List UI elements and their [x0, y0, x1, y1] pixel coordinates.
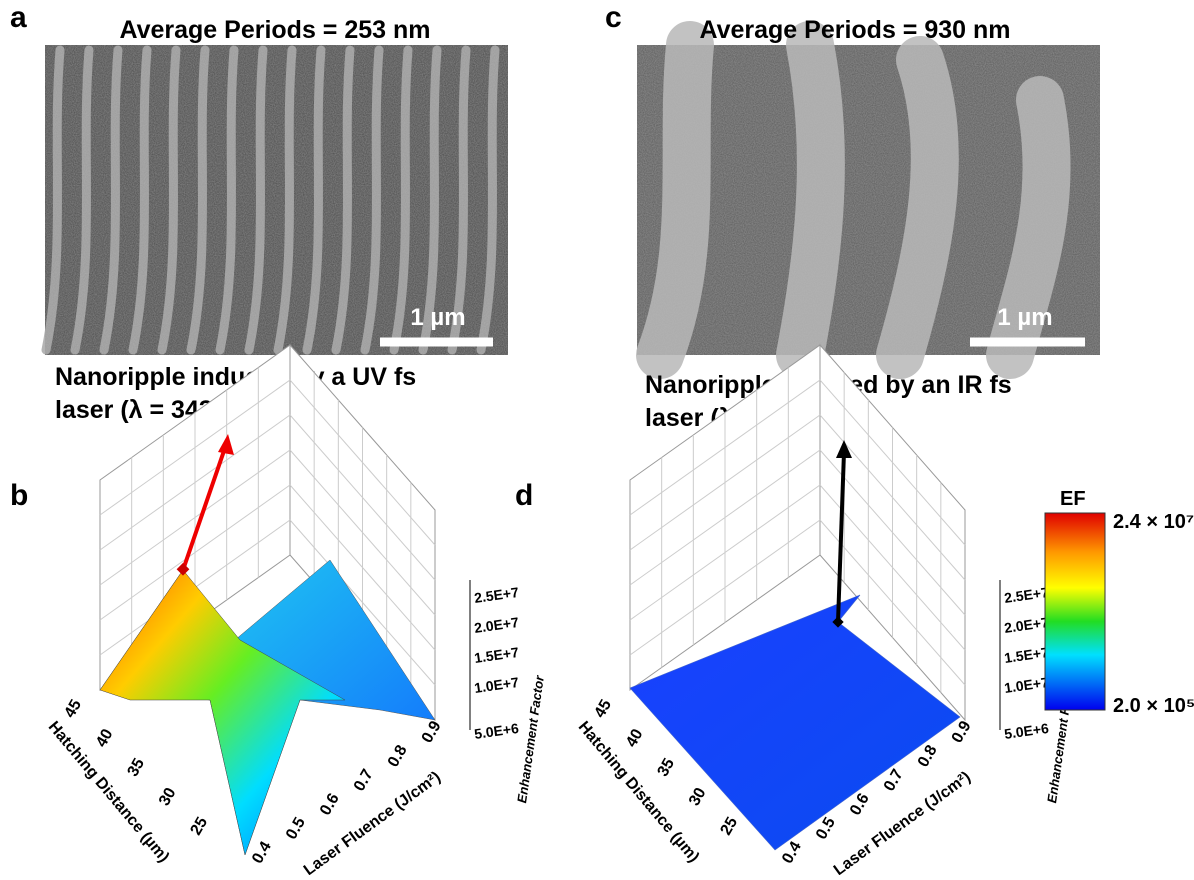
grid-line: [289, 379, 436, 546]
arrow: [836, 451, 846, 623]
z-tick-label: 2.5E+7: [473, 584, 520, 606]
z-tick-label: 2.5E+7: [1003, 584, 1050, 606]
colorbar-max: 2.4 × 10⁷: [1113, 511, 1194, 533]
sem-image-a: [41, 45, 508, 355]
x-tick-label: 45: [591, 697, 615, 721]
arrow-head: [836, 440, 852, 458]
y-tick-label: 0.7: [351, 766, 377, 794]
y-tick-label: 0.4: [249, 839, 275, 867]
grid-line: [99, 379, 291, 516]
y-tick-label: 0.9: [419, 718, 445, 746]
sem-image-c: [636, 21, 1100, 379]
z-tick-label: 2.0E+7: [473, 614, 520, 636]
z-axis-label: Enhancement Factor: [514, 674, 547, 804]
surface-plot: 2.5E+7 2.0E+7 1.5E+7 1.0E+7 5.0E+6Enhancemen…: [10, 343, 547, 879]
arrow-head: [218, 434, 234, 455]
surface: [99, 569, 346, 856]
x-tick-label: 30: [686, 785, 710, 809]
marker: [832, 616, 844, 628]
x-tick-label: 30: [156, 785, 180, 809]
z-tick-label: 5.0E+6: [473, 720, 520, 742]
z-tick-label: 1.0E+7: [473, 674, 520, 696]
arrow: [181, 444, 228, 571]
panel-title: Average Periods = 930 nm: [699, 16, 1010, 44]
marker: [176, 562, 190, 576]
x-tick-label: 40: [93, 726, 117, 750]
z-tick-label: 1.5E+7: [473, 644, 520, 666]
y-tick-label: 0.6: [317, 791, 343, 819]
surface: [629, 594, 961, 851]
panel-label: a: [10, 1, 27, 34]
grid-line: [629, 379, 821, 516]
x-tick-label: 35: [654, 756, 678, 780]
colorbar-min: 2.0 × 10⁵: [1113, 695, 1194, 717]
z-tick-label: 5.0E+6: [1003, 720, 1050, 742]
panel-title: Average Periods = 253 nm: [119, 16, 430, 44]
colorbar: [1044, 512, 1106, 711]
x-tick-label: 40: [623, 726, 647, 750]
z-tick-label: 1.0E+7: [1003, 674, 1050, 696]
surface-plot: 2.5E+7 2.0E+7 1.5E+7 1.0E+7 5.0E+6 Enhancemen…: [515, 343, 1077, 879]
grid-line: [819, 379, 966, 546]
x-tick-label: 25: [188, 814, 212, 838]
colorbar-title: EF: [1060, 488, 1086, 510]
y-tick-label: 0.5: [283, 815, 309, 843]
plots: 2.5E+72.0E+71.5E+71.0E+75.0E+6Enhancemen…: [10, 343, 1077, 879]
scale-bar-label: 1 µm: [997, 304, 1052, 331]
scale-bar-label: 1 µm: [410, 304, 465, 331]
z-tick-label: 2.0E+7: [1003, 614, 1050, 636]
x-tick-label: 45: [61, 697, 85, 721]
panel-label: d: [515, 479, 533, 512]
y-tick-label: 0.8: [385, 742, 411, 770]
x-tick-label: 35: [124, 756, 148, 780]
panel-label: b: [10, 479, 28, 512]
z-tick-label: 1.5E+7: [1003, 644, 1050, 666]
x-tick-label: 25: [718, 814, 742, 838]
panel-label: c: [605, 1, 622, 34]
y-axis-label: Laser Fluence (J/cm²): [301, 769, 444, 875]
